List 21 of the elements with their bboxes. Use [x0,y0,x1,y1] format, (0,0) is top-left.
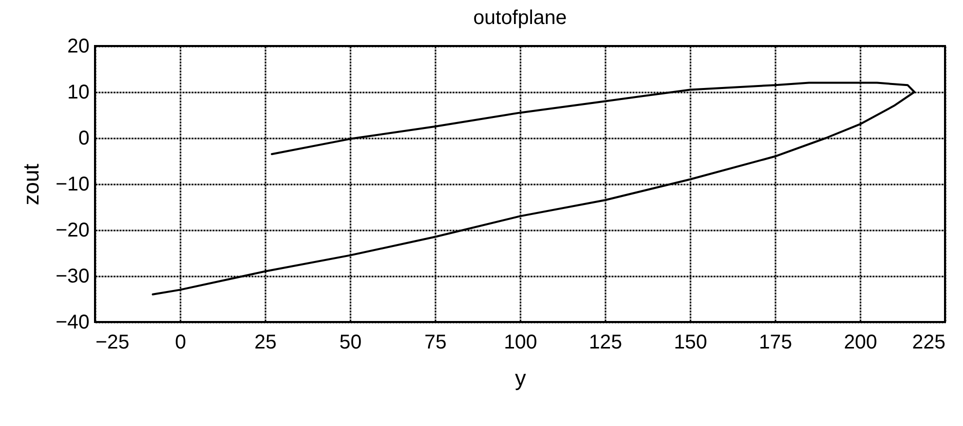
y-tick-label: 0 [78,128,90,150]
x-tick-label: 50 [339,332,362,354]
x-tick-label: 225 [912,332,946,354]
y-axis-title: zout [18,164,44,206]
x-axis-title: y [515,366,526,390]
y-tick-label: −20 [56,220,90,242]
x-tick-label: 200 [844,332,878,354]
x-tick-label: 125 [588,332,622,354]
x-tick-label: 100 [504,332,538,354]
x-tick-label: 0 [174,332,186,354]
x-tick-label: 150 [674,332,708,354]
y-tick-label: −10 [56,174,90,196]
y-tick-label: 10 [67,82,90,104]
y-tick-label: −30 [56,266,90,288]
chart-title: outofplane [473,7,567,29]
x-tick-label: −25 [96,332,130,354]
x-tick-label: 75 [424,332,447,354]
x-tick-label: 25 [254,332,277,354]
x-tick-label: 175 [758,332,792,354]
y-tick-label: 20 [67,36,90,58]
y-tick-label: −40 [56,312,90,334]
